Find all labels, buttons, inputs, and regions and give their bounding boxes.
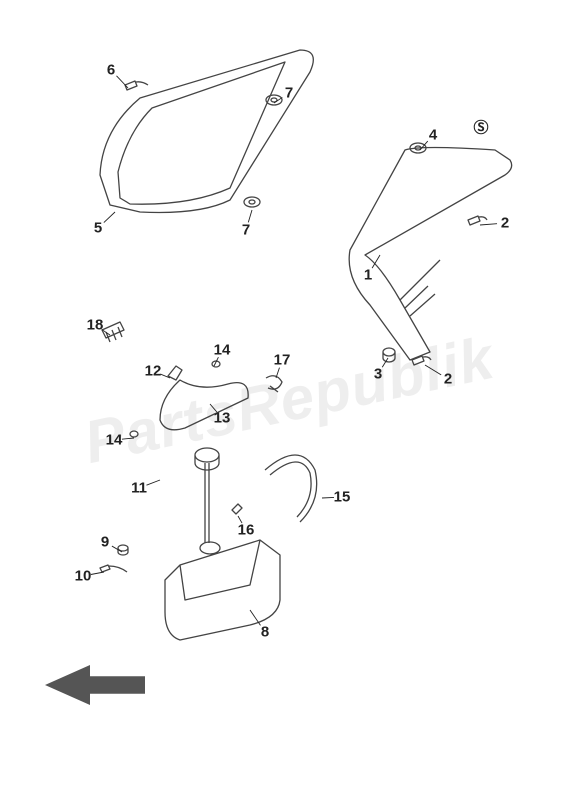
arrow-polygon xyxy=(45,665,145,705)
diagram-canvas: PartsRepublik 12234567789101112131414151… xyxy=(0,0,578,800)
callout-7: 7 xyxy=(285,85,293,102)
clip-16 xyxy=(232,504,242,514)
callout-10: 10 xyxy=(75,568,92,585)
bolt-6 xyxy=(125,81,148,90)
hose-15 xyxy=(265,455,317,522)
callout-9: 9 xyxy=(101,534,109,551)
leaders-group xyxy=(91,76,497,626)
callout-15: 15 xyxy=(334,489,351,506)
callout-6: 6 xyxy=(107,62,115,79)
leader-line xyxy=(146,480,160,485)
cap-11 xyxy=(195,448,219,543)
callout-5: 5 xyxy=(94,220,102,237)
callout-14: 14 xyxy=(214,342,231,359)
leader-line xyxy=(112,546,122,552)
leader-line xyxy=(480,224,497,225)
callout-8: 8 xyxy=(261,624,269,641)
leader-line xyxy=(104,212,115,223)
callout-1: 1 xyxy=(364,267,372,284)
callout-4: 4 xyxy=(429,127,437,144)
leader-line xyxy=(116,76,128,88)
parts-group xyxy=(100,50,512,640)
callout-18: 18 xyxy=(87,317,104,334)
callout-2: 2 xyxy=(444,371,452,388)
callout-17: 17 xyxy=(274,352,291,369)
side-cover-right-ridge xyxy=(400,260,440,316)
fitting-12 xyxy=(168,366,182,380)
clamp-14b xyxy=(130,431,138,437)
grommet-7b xyxy=(244,197,260,207)
clip-17 xyxy=(266,376,282,392)
callout-Ⓢ: Ⓢ xyxy=(473,117,488,138)
side-cover-right xyxy=(349,148,512,361)
leader-line xyxy=(91,572,104,575)
nut-3 xyxy=(383,348,395,362)
leader-line xyxy=(122,438,134,439)
leader-line xyxy=(322,497,334,498)
bolt-9 xyxy=(118,545,128,555)
hose-13 xyxy=(160,380,248,430)
bolt-2a xyxy=(468,216,487,225)
callout-2: 2 xyxy=(501,215,509,232)
callout-13: 13 xyxy=(214,410,231,427)
callout-12: 12 xyxy=(145,363,162,380)
callout-11: 11 xyxy=(131,480,147,497)
bolt-2b xyxy=(412,356,431,365)
leader-line xyxy=(248,210,252,222)
callout-3: 3 xyxy=(374,366,382,383)
callout-14: 14 xyxy=(106,432,123,449)
side-cover-left-inner xyxy=(118,62,285,204)
leader-line xyxy=(425,365,441,375)
direction-arrow xyxy=(45,665,145,705)
side-cover-left xyxy=(100,50,313,213)
callout-16: 16 xyxy=(238,522,255,539)
callout-7: 7 xyxy=(242,222,250,239)
parts-diagram-svg xyxy=(0,0,578,800)
bolt-10 xyxy=(100,565,127,572)
